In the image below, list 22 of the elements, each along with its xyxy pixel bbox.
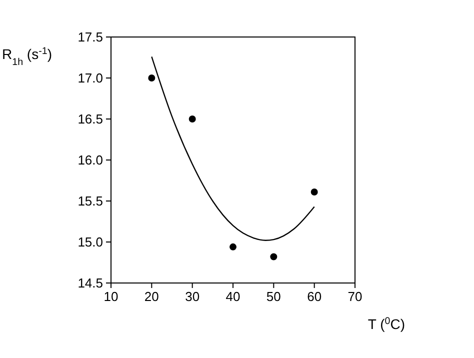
y-tick-label: 16.5: [78, 112, 103, 126]
point: [270, 253, 278, 260]
x-tick-label: 50: [266, 289, 281, 304]
x-tick-label: 20: [144, 289, 159, 304]
x-tick-label: 40: [226, 289, 240, 304]
point: [230, 243, 236, 250]
y-tick-label: 17.0: [78, 70, 103, 86]
y-tick-label: 14.5: [78, 276, 103, 290]
y-tick-label: 15.0: [78, 234, 103, 250]
x-tick-label: 10: [104, 289, 118, 304]
point: [148, 74, 156, 82]
line-series: [151, 56, 315, 241]
y-tick-label: 15.5: [78, 194, 103, 208]
x-tick-label: 60: [307, 289, 322, 304]
x-tick-label: 70: [348, 289, 362, 304]
point: [310, 188, 318, 196]
y-axis-title: R$_{1h}$ (s$^{-1}$): [2, 46, 52, 68]
point: [188, 116, 196, 122]
x-axis-title: T ($^{0}$C): [368, 316, 405, 332]
y-tick-label: 16.0: [78, 152, 103, 168]
y-tick-label: 17.5: [78, 30, 103, 44]
x-tick-label: 30: [185, 289, 200, 304]
